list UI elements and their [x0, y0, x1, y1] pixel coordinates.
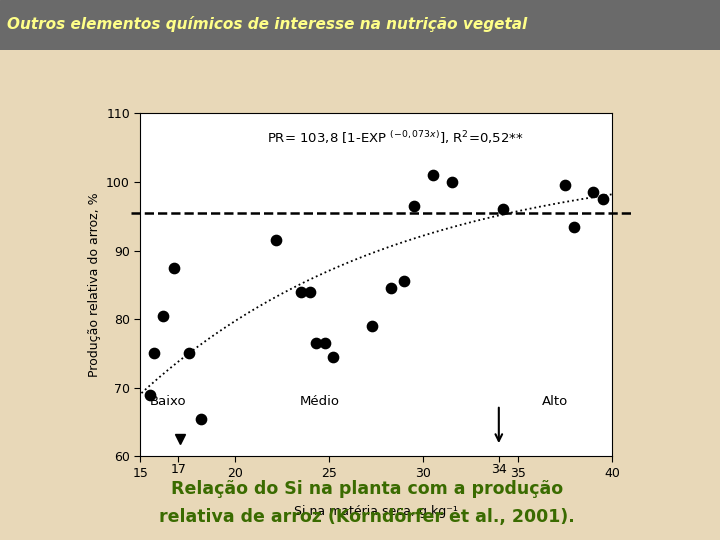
Point [327, 353, 338, 361]
Point [144, 390, 156, 399]
Point [157, 312, 168, 320]
Point [385, 284, 397, 293]
Text: Outros elementos químicos de interesse na nutrição vegetal: Outros elementos químicos de interesse n… [7, 16, 528, 32]
Y-axis label: Produção relativa do arroz, %: Produção relativa do arroz, % [88, 193, 101, 377]
Point [446, 178, 457, 186]
X-axis label: Si na matéria seca, g kg⁻¹: Si na matéria seca, g kg⁻¹ [294, 505, 458, 518]
Point [597, 195, 608, 204]
Text: PR= 103,8 [1-EXP $^{(-0,073x)}$], R$^{2}$=0,52**: PR= 103,8 [1-EXP $^{(-0,073x)}$], R$^{2}… [266, 129, 523, 146]
Point [497, 205, 508, 214]
Point [195, 414, 207, 423]
Point [305, 287, 316, 296]
Point [427, 171, 438, 179]
Text: Baixo: Baixo [150, 395, 186, 408]
Point [559, 181, 571, 190]
Point [569, 222, 580, 231]
Point [366, 322, 378, 330]
Point [588, 188, 599, 197]
Point [408, 201, 420, 210]
Point [320, 339, 331, 347]
Text: Médio: Médio [300, 395, 340, 408]
Point [148, 349, 159, 357]
Point [168, 264, 180, 272]
Point [271, 236, 282, 245]
Point [310, 339, 322, 347]
Text: Relação do Si na planta com a produção: Relação do Si na planta com a produção [171, 480, 563, 498]
Point [184, 349, 195, 357]
Point [295, 287, 307, 296]
Text: relativa de arroz (Korndörfer et al., 2001).: relativa de arroz (Korndörfer et al., 20… [159, 508, 575, 526]
Point [399, 277, 410, 286]
Text: Alto: Alto [542, 395, 569, 408]
